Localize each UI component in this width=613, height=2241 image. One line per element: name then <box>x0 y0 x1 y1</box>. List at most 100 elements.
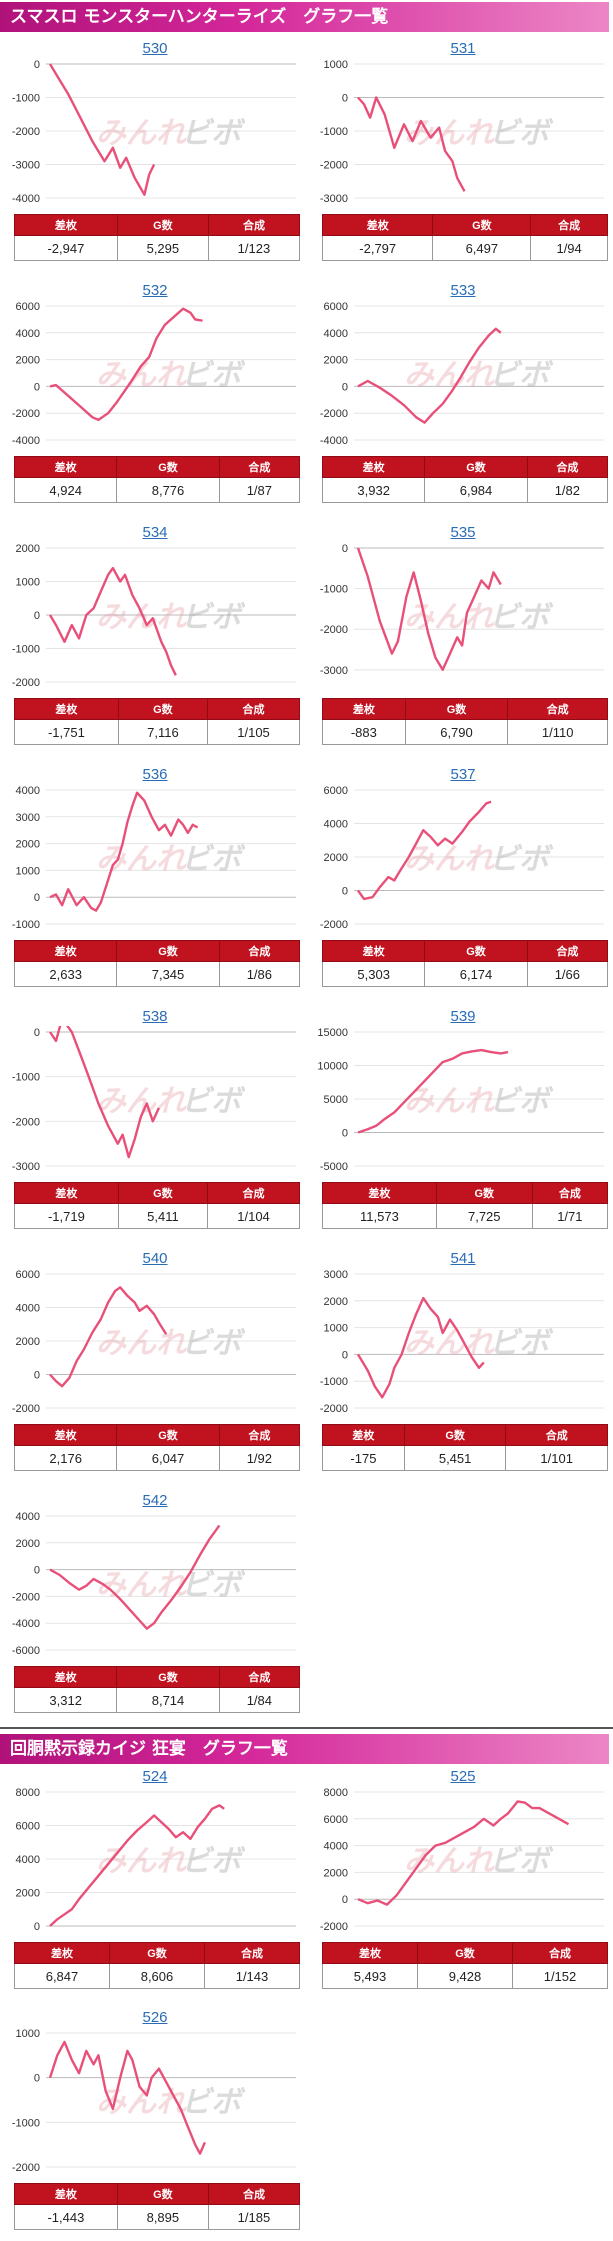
machine-number-link[interactable]: 532 <box>142 282 168 299</box>
stats-value-diff: -1,443 <box>14 2204 118 2230</box>
stats-header-games: G数 <box>117 698 209 720</box>
machine-block: 541 3000 2000 1000 0 -1000 -2000 みんれ ビボ 差枚 G数 合成 -17… <box>308 1250 608 1471</box>
y-tick-label: -2000 <box>12 408 40 420</box>
stats-value-diff: 2,633 <box>13 961 118 987</box>
machine-number-link[interactable]: 539 <box>450 1008 476 1025</box>
stats-value-games: 5,451 <box>403 1445 507 1471</box>
machine-stats-table: 差枚 G数 合成 6,847 8,606 1/143 <box>14 1942 300 1989</box>
machine-number-link[interactable]: 536 <box>142 766 168 783</box>
machine-number-link[interactable]: 541 <box>450 1250 476 1267</box>
stats-header-combined: 合成 <box>207 2183 301 2205</box>
machine-number-link[interactable]: 526 <box>142 2009 168 2026</box>
y-tick-label: -2000 <box>320 624 348 636</box>
stats-value-row: -2,797 6,497 1/94 <box>321 235 608 261</box>
machine-stats-table: 差枚 G数 合成 -1,443 8,895 1/185 <box>14 2183 301 2230</box>
stats-header-combined: 合成 <box>218 1424 301 1446</box>
stats-header-diff: 差枚 <box>321 214 434 236</box>
y-tick-label: -1000 <box>12 919 40 931</box>
y-tick-label: 1000 <box>16 577 40 589</box>
slump-line <box>357 800 492 901</box>
machine-number-link[interactable]: 540 <box>142 1250 168 1267</box>
machine-number-link[interactable]: 542 <box>142 1492 168 1509</box>
stats-value-games: 5,295 <box>116 235 209 261</box>
svg-text:みんれ: みんれ <box>404 116 495 151</box>
y-tick-label: 0 <box>342 1128 348 1140</box>
svg-text:みんれ: みんれ <box>404 1844 495 1879</box>
y-tick-label: 0 <box>34 1921 40 1933</box>
y-tick-label: 4000 <box>16 1511 40 1523</box>
stats-header-combined: 合成 <box>530 214 608 236</box>
stats-value-row: 3,312 8,714 1/84 <box>13 1687 301 1713</box>
stats-value-games: 7,725 <box>435 1203 533 1229</box>
y-tick-label: -1000 <box>320 1376 348 1388</box>
machine-number-link[interactable]: 537 <box>450 766 476 783</box>
y-tick-label: 2000 <box>324 852 348 864</box>
machine-stats-table: 差枚 G数 合成 5,303 6,174 1/66 <box>321 940 609 987</box>
svg-text:ビボ: ビボ <box>181 1084 246 1119</box>
stats-header-row: 差枚 G数 合成 <box>321 940 609 962</box>
stats-value-row: 2,633 7,345 1/86 <box>13 961 301 987</box>
stats-header-combined: 合成 <box>218 456 301 478</box>
stats-header-combined: 合成 <box>218 1666 301 1688</box>
section-title: 回胴黙示録カイジ 狂宴 グラフ一覧 <box>0 1734 609 1764</box>
stats-value-row: 11,573 7,725 1/71 <box>322 1203 609 1229</box>
y-tick-label: 4000 <box>16 785 40 797</box>
stats-header-combined: 合成 <box>512 1942 608 1964</box>
stats-header-combined: 合成 <box>207 698 300 720</box>
stats-value-games: 8,714 <box>116 1687 220 1713</box>
svg-text:ビボ: ビボ <box>181 358 246 393</box>
machine-number-link[interactable]: 534 <box>142 524 168 541</box>
y-tick-label: -2000 <box>320 160 348 172</box>
y-tick-label: 4000 <box>324 328 348 340</box>
stats-value-row: -1,751 7,116 1/105 <box>14 719 300 745</box>
y-tick-label: -4000 <box>320 435 348 447</box>
stats-header-row: 差枚 G数 合成 <box>322 698 608 720</box>
y-tick-label: 0 <box>34 1370 40 1382</box>
machine-number-link[interactable]: 524 <box>142 1768 168 1785</box>
stats-value-diff: 11,573 <box>322 1203 437 1229</box>
slump-line <box>48 566 177 676</box>
svg-text:ビボ: ビボ <box>181 842 246 877</box>
machine-block: 530 0 -1000 -2000 -3000 -4000 みんれ ビボ 差枚 G数 合成 -2,94… <box>0 40 301 261</box>
y-tick-label: 6000 <box>324 785 348 797</box>
stats-header-combined: 合成 <box>218 940 301 962</box>
stats-header-games: G数 <box>116 456 220 478</box>
machine-number-link[interactable]: 535 <box>450 524 476 541</box>
y-tick-label: -1000 <box>320 126 348 138</box>
machine-number-link[interactable]: 525 <box>450 1768 476 1785</box>
stats-value-row: 2,176 6,047 1/92 <box>13 1445 301 1471</box>
machine-block: 531 1000 0 -1000 -2000 -3000 みんれ ビボ 差枚 G数 合成 -2,797… <box>308 40 608 261</box>
machine-number-link[interactable]: 533 <box>450 282 476 299</box>
stats-header-games: G数 <box>109 1942 205 1964</box>
machine-number-link[interactable]: 530 <box>142 40 168 57</box>
stats-value-combined: 1/86 <box>218 961 301 987</box>
machine-stats-table: 差枚 G数 合成 -1,751 7,116 1/105 <box>14 698 300 745</box>
machine-number-link[interactable]: 538 <box>142 1008 168 1025</box>
stats-header-games: G数 <box>432 214 532 236</box>
stats-header-row: 差枚 G数 合成 <box>13 1424 301 1446</box>
y-tick-label: 6000 <box>16 301 40 313</box>
stats-header-games: G数 <box>116 2183 209 2205</box>
stats-value-combined: 1/82 <box>526 477 609 503</box>
machine-number-link[interactable]: 531 <box>450 40 476 57</box>
y-tick-label: -2000 <box>12 677 40 689</box>
slump-line <box>49 1524 221 1630</box>
stats-header-row: 差枚 G数 合成 <box>322 1424 608 1446</box>
stats-header-diff: 差枚 <box>13 940 118 962</box>
stats-value-combined: 1/84 <box>218 1687 301 1713</box>
stats-header-diff: 差枚 <box>321 456 426 478</box>
svg-text:ビボ: ビボ <box>181 600 246 635</box>
y-tick-label: 6000 <box>16 1269 40 1281</box>
slump-line <box>356 547 502 672</box>
stats-value-diff: 3,312 <box>13 1687 118 1713</box>
stats-header-combined: 合成 <box>505 1424 608 1446</box>
stats-value-games: 8,776 <box>116 477 220 503</box>
stats-header-row: 差枚 G数 合成 <box>322 1942 608 1964</box>
